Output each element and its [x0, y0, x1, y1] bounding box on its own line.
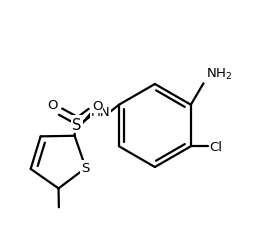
Text: Cl: Cl — [210, 140, 223, 153]
Text: S: S — [81, 162, 90, 175]
Text: HN: HN — [91, 106, 110, 119]
Text: S: S — [72, 117, 81, 132]
Text: O: O — [47, 99, 58, 112]
Text: NH$_2$: NH$_2$ — [206, 67, 232, 81]
Text: O: O — [92, 100, 103, 113]
